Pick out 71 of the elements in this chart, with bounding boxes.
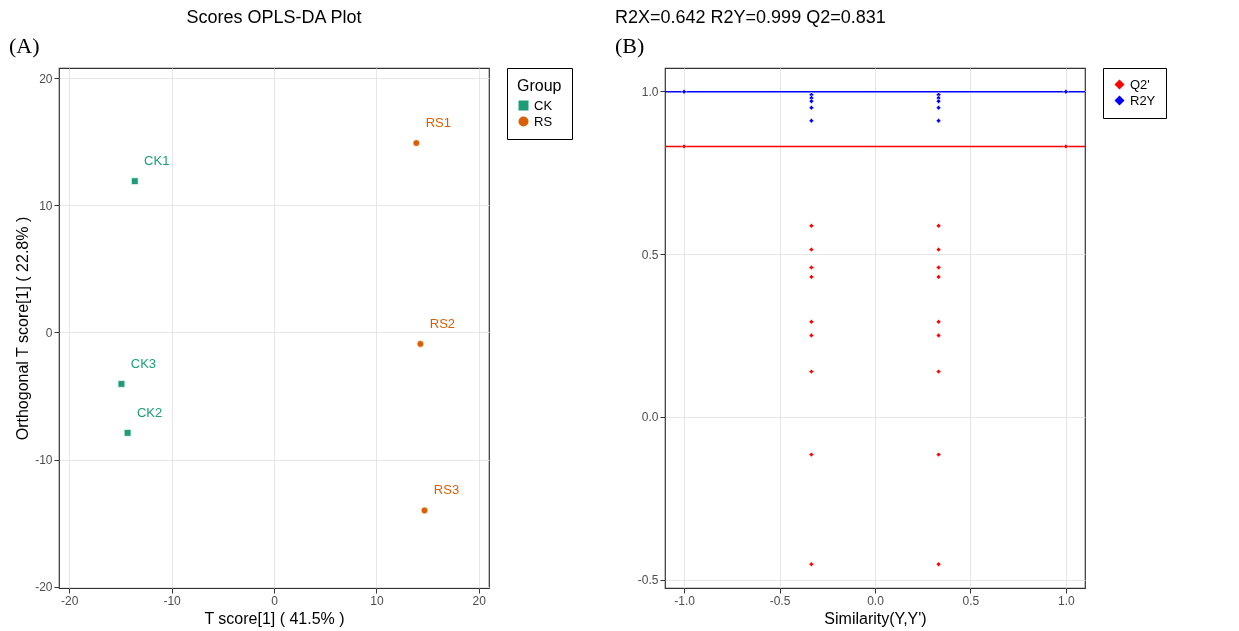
y-tick-label: 10: [39, 198, 53, 213]
x-tick-label: -0.5: [769, 593, 791, 608]
point: [681, 89, 687, 95]
point: [808, 561, 815, 567]
x-axis-title: T score[1] ( 41.5% ): [204, 609, 345, 627]
point: [123, 429, 132, 437]
chart-title: R2X=0.642 R2Y=0.999 Q2=0.831: [615, 7, 886, 27]
point: [935, 104, 942, 111]
point: [935, 117, 942, 124]
point: [420, 506, 429, 515]
y-tick-label: 0: [45, 325, 53, 340]
y-axis-title: Orthogonal T score[1] ( 22.8% ): [14, 216, 32, 441]
point: [808, 246, 815, 253]
x-tick-label: 0: [271, 593, 279, 608]
point: [935, 561, 942, 567]
point: [808, 117, 815, 124]
point: [935, 98, 942, 104]
point: [808, 104, 815, 111]
legend-label: Q2': [1130, 76, 1150, 92]
legend-label: R2Y: [1130, 92, 1156, 108]
y-tick-label: 1.0: [641, 84, 659, 99]
x-tick-label: 10: [370, 593, 384, 608]
annotation: CK1: [144, 153, 170, 169]
point: [808, 451, 815, 458]
y-tick-label: -20: [35, 580, 53, 595]
text: (B): [615, 33, 645, 58]
point: [935, 264, 942, 271]
annotation: RS1: [425, 115, 451, 131]
annotation: RS2: [429, 315, 456, 331]
point: [1063, 89, 1069, 95]
point: [808, 319, 815, 325]
point: [935, 223, 942, 229]
y-tick-label: 20: [39, 71, 53, 86]
y-tick-label: 0.5: [641, 247, 659, 262]
x-tick-label: -20: [61, 593, 79, 608]
x-tick-label: -1.0: [674, 593, 696, 608]
point: [412, 139, 420, 147]
y-tick-label: -10: [35, 453, 53, 468]
chart-title: Scores OPLS-DA Plot: [186, 7, 362, 27]
point: [808, 274, 815, 280]
point: [117, 380, 126, 388]
point: [935, 246, 942, 253]
legend-title: Group: [517, 77, 562, 94]
annotation: CK3: [130, 355, 157, 371]
point: [935, 319, 942, 325]
point: [935, 332, 942, 339]
point: [1063, 143, 1069, 150]
y-tick-label: 0.0: [641, 410, 659, 425]
y-tick-label: -0.5: [637, 573, 659, 588]
x-axis-title: Similarity(Y,Y'): [824, 609, 927, 627]
legend-label: CK: [534, 97, 553, 113]
text: (A): [9, 33, 40, 58]
x-tick-label: 20: [472, 593, 487, 608]
point: [935, 451, 942, 458]
point: [808, 368, 815, 375]
point: [935, 274, 942, 280]
annotation: CK2: [136, 404, 163, 420]
point: [808, 98, 815, 104]
x-tick-label: 0.5: [962, 593, 980, 608]
point: [808, 223, 815, 229]
legend-label: RS: [534, 113, 553, 129]
point: [131, 177, 139, 185]
point: [416, 340, 425, 348]
point: [935, 368, 942, 375]
point: [808, 332, 815, 339]
point: [681, 143, 687, 150]
x-tick-label: 0.0: [867, 593, 885, 608]
point: [808, 264, 815, 271]
annotation: RS3: [433, 482, 460, 498]
x-tick-label: 1.0: [1058, 593, 1076, 608]
x-tick-label: -10: [163, 593, 182, 608]
